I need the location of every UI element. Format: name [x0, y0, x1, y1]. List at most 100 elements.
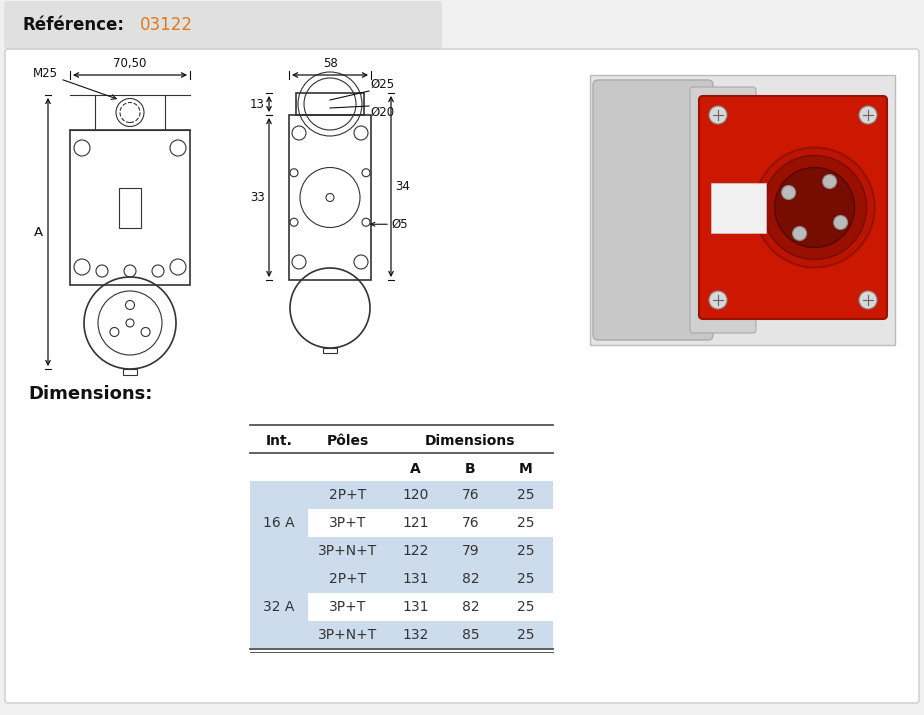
Circle shape: [822, 174, 836, 189]
Text: 3P+N+T: 3P+N+T: [319, 628, 378, 642]
Bar: [443, 481, 498, 509]
Bar: [711, 182, 766, 232]
Bar: [308, 565, 388, 593]
Bar: [308, 593, 388, 621]
Text: 16 A: 16 A: [263, 516, 295, 530]
Circle shape: [709, 291, 727, 309]
Text: 34: 34: [395, 180, 410, 193]
Text: 85: 85: [462, 628, 480, 642]
Text: 79: 79: [462, 544, 480, 558]
Text: 131: 131: [402, 600, 429, 614]
Bar: [70, 130, 190, 285]
Text: 3P+N+T: 3P+N+T: [319, 544, 378, 558]
Text: 2P+T: 2P+T: [329, 488, 367, 502]
Text: 76: 76: [462, 488, 480, 502]
Bar: [498, 481, 553, 509]
Circle shape: [755, 147, 875, 267]
Bar: [388, 481, 443, 509]
Circle shape: [782, 185, 796, 199]
Text: 120: 120: [402, 488, 429, 502]
Bar: [296, 93, 364, 115]
Text: 3P+T: 3P+T: [329, 600, 367, 614]
Text: 70,50: 70,50: [114, 57, 147, 70]
Text: 82: 82: [462, 572, 480, 586]
Text: 32 A: 32 A: [263, 600, 295, 614]
Text: 3P+T: 3P+T: [329, 516, 367, 530]
Bar: [289, 115, 371, 280]
FancyBboxPatch shape: [5, 49, 919, 703]
Text: 132: 132: [402, 628, 429, 642]
FancyBboxPatch shape: [593, 80, 713, 340]
Bar: [250, 593, 308, 621]
Bar: [443, 593, 498, 621]
Circle shape: [774, 167, 855, 247]
Bar: [443, 565, 498, 593]
Text: Ø5: Ø5: [391, 218, 407, 231]
Bar: [388, 565, 443, 593]
Text: A: A: [34, 225, 43, 239]
Text: 13: 13: [250, 97, 265, 111]
Bar: [250, 537, 308, 565]
FancyBboxPatch shape: [4, 1, 442, 49]
Text: 25: 25: [517, 516, 534, 530]
Text: 25: 25: [517, 628, 534, 642]
Bar: [250, 481, 308, 509]
Text: 82: 82: [462, 600, 480, 614]
Text: 03122: 03122: [140, 16, 193, 34]
Bar: [388, 593, 443, 621]
Bar: [119, 187, 141, 227]
Circle shape: [793, 227, 807, 240]
Text: 25: 25: [517, 544, 534, 558]
Text: 58: 58: [322, 57, 337, 70]
Text: 33: 33: [250, 191, 265, 204]
Text: Pôles: Pôles: [327, 434, 369, 448]
Bar: [123, 369, 137, 375]
Text: M25: M25: [32, 67, 116, 99]
Text: 25: 25: [517, 572, 534, 586]
Bar: [308, 509, 388, 537]
Text: Référence:: Référence:: [22, 16, 124, 34]
Circle shape: [859, 106, 877, 124]
Text: Int.: Int.: [265, 434, 292, 448]
Bar: [590, 75, 895, 345]
Bar: [250, 621, 308, 649]
Text: 122: 122: [402, 544, 429, 558]
Text: 2P+T: 2P+T: [329, 572, 367, 586]
Bar: [308, 481, 388, 509]
Bar: [308, 537, 388, 565]
Bar: [250, 509, 308, 537]
Circle shape: [709, 106, 727, 124]
Text: 25: 25: [517, 488, 534, 502]
Bar: [95, 95, 165, 130]
Bar: [443, 621, 498, 649]
Text: 25: 25: [517, 600, 534, 614]
Bar: [443, 509, 498, 537]
Bar: [323, 348, 337, 353]
Text: B: B: [465, 462, 476, 476]
Text: Dimensions: Dimensions: [425, 434, 516, 448]
Text: 76: 76: [462, 516, 480, 530]
Circle shape: [762, 155, 867, 260]
Text: A: A: [410, 462, 420, 476]
Text: Ø20: Ø20: [370, 106, 395, 119]
Bar: [498, 621, 553, 649]
FancyBboxPatch shape: [690, 87, 756, 333]
Bar: [388, 537, 443, 565]
Text: M: M: [518, 462, 532, 476]
Text: 131: 131: [402, 572, 429, 586]
Bar: [443, 537, 498, 565]
Bar: [498, 593, 553, 621]
Text: 121: 121: [402, 516, 429, 530]
Bar: [498, 509, 553, 537]
Text: Dimensions:: Dimensions:: [28, 385, 152, 403]
Circle shape: [833, 215, 847, 230]
Bar: [308, 621, 388, 649]
Bar: [250, 565, 308, 593]
Bar: [498, 537, 553, 565]
Bar: [498, 565, 553, 593]
Bar: [388, 509, 443, 537]
Circle shape: [859, 291, 877, 309]
Bar: [388, 621, 443, 649]
FancyBboxPatch shape: [699, 96, 887, 319]
Text: Ø25: Ø25: [370, 78, 395, 91]
